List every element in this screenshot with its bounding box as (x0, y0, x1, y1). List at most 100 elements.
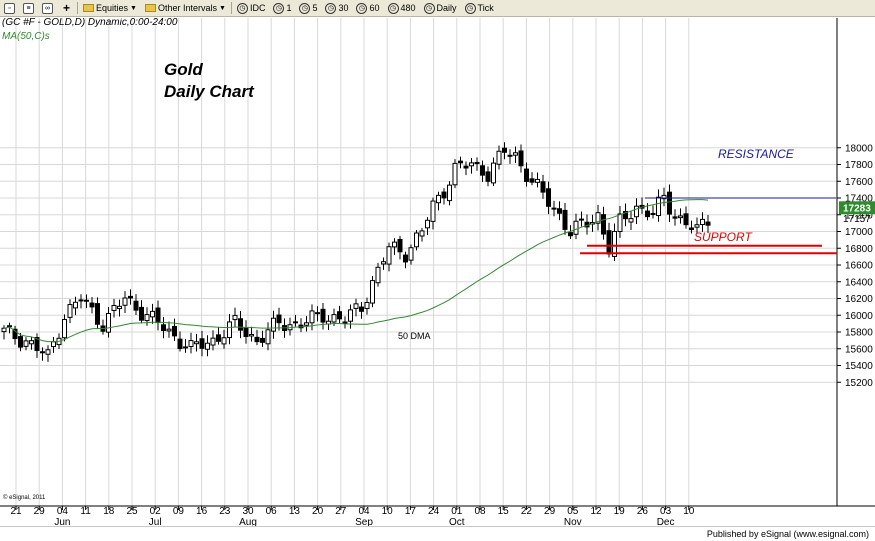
clock-icon: ◷ (299, 2, 311, 14)
candle-body (117, 305, 122, 310)
x-tick-label: 09 (173, 506, 185, 517)
y-tick-label: 15800 (845, 328, 873, 339)
link-button[interactable]: ∞ (38, 1, 57, 16)
candle-body (381, 261, 386, 265)
interval-button-480[interactable]: ◷ 480 (384, 1, 420, 16)
chart-type-button[interactable]: ≡ (19, 1, 38, 16)
x-tick-label: 08 (474, 506, 486, 517)
y-tick-label: 16800 (845, 244, 873, 255)
bars-icon: ≡ (23, 2, 34, 14)
candle-body (84, 299, 89, 302)
candle-body (34, 337, 40, 351)
candle-body (309, 310, 315, 324)
candle-body (529, 178, 535, 183)
clock-icon: ◷ (387, 2, 399, 14)
candle-body (568, 232, 573, 237)
interval-button-daily[interactable]: ◷ Daily (420, 1, 461, 16)
add-button[interactable]: + (57, 1, 76, 16)
candle-body (260, 337, 265, 343)
candle-body (227, 321, 232, 339)
interval-button-1[interactable]: ◷ 1 (269, 1, 295, 16)
candle-body (441, 191, 447, 199)
candle-body (518, 150, 524, 167)
candle-body (551, 207, 557, 210)
candle-body (271, 317, 276, 332)
candle-body (463, 165, 469, 169)
candle-body (452, 162, 458, 186)
chart-title: Gold (164, 60, 203, 79)
candle-body (491, 162, 496, 184)
candle-body (359, 306, 364, 312)
candle-body (128, 295, 133, 299)
other-intervals-dropdown[interactable]: Other Intervals ▼ (141, 1, 230, 16)
x-month-label: Oct (449, 517, 465, 526)
interval-button-tick[interactable]: ◷ Tick (461, 1, 498, 16)
x-month-label: Aug (239, 517, 257, 526)
candle-body (397, 239, 403, 253)
candle-body (89, 302, 95, 308)
candle-body (150, 310, 155, 318)
candle-body (480, 165, 485, 176)
candle-body (232, 314, 238, 321)
x-month-label: Jun (54, 517, 70, 526)
grid (0, 18, 837, 506)
interval-button-60[interactable]: ◷ 60 (352, 1, 383, 16)
clock-icon: ◷ (356, 2, 368, 14)
interval-button-5[interactable]: ◷ 5 (295, 1, 321, 16)
x-tick-label: 29 (34, 506, 46, 517)
x-tick-label: 25 (126, 506, 138, 517)
candle-body (650, 212, 656, 215)
other-intervals-label: Other Intervals (157, 3, 217, 13)
candle-body (304, 322, 309, 326)
x-tick-label: 04 (358, 506, 370, 517)
candle-body (425, 219, 430, 229)
x-tick-label: 11 (80, 506, 91, 517)
interval-label: Tick (477, 3, 494, 13)
x-axis: 21 29 04 11 18 25 02 09 16 23 30 06 13 20 27 04 10 17 24 01… (10, 506, 695, 526)
x-tick-label: 18 (103, 506, 115, 517)
ma-header: MA(50,C)s (2, 31, 50, 42)
interval-button-30[interactable]: ◷ 30 (321, 1, 352, 16)
candle-body (601, 214, 606, 235)
x-tick-label: 30 (242, 506, 254, 517)
candle-body (353, 303, 359, 309)
candle-body (265, 329, 271, 345)
candle-body (419, 230, 425, 237)
candle-body (249, 334, 254, 337)
x-tick-label: 02 (150, 506, 162, 517)
candle-body (705, 221, 711, 226)
x-month-label: Nov (564, 517, 582, 526)
x-month-label: Sep (355, 517, 373, 526)
new-window-button[interactable]: ▫ (0, 1, 19, 16)
clock-icon: ◷ (464, 2, 476, 14)
candle-body (216, 334, 221, 342)
candle-body (144, 314, 150, 322)
candle-body (667, 191, 672, 215)
candle-body (628, 218, 634, 223)
candle-body (67, 304, 73, 318)
candle-body (535, 178, 540, 183)
candle-body (166, 328, 172, 332)
x-month-label: Dec (657, 517, 675, 526)
candle-body (73, 301, 78, 309)
candle-body (238, 318, 243, 331)
y-tick-label: 16600 (845, 261, 873, 272)
candle-body (161, 324, 166, 331)
candle-body (683, 213, 689, 226)
candle-body (634, 205, 639, 218)
candle-body (29, 340, 34, 345)
candle-body (205, 342, 210, 350)
price-chart: 15200 15400 15600 15800 16000 16200 16400 16600… (0, 18, 875, 526)
candle-body (95, 303, 100, 325)
equities-dropdown[interactable]: Equities ▼ (79, 1, 141, 16)
candle-body (469, 162, 474, 167)
interval-button-idc[interactable]: ◷ IDC (233, 1, 270, 16)
candle-body (562, 209, 568, 230)
candle-body (430, 200, 436, 222)
footer: Published by eSignal (www.esignal.com) (0, 526, 875, 541)
candle-body (348, 309, 353, 322)
candle-body (221, 337, 227, 345)
candle-body (320, 308, 326, 323)
interval-label: 1 (286, 3, 292, 13)
candle-body (122, 297, 128, 306)
